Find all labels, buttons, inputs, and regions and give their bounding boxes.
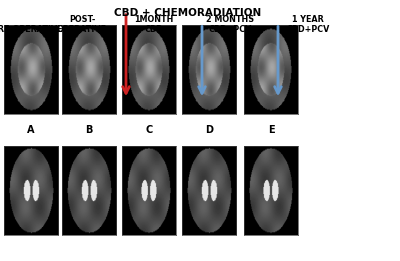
Text: A: A: [27, 125, 35, 135]
Text: E: E: [268, 125, 274, 135]
Text: 1 YEAR
CBD+PCV: 1 YEAR CBD+PCV: [286, 15, 330, 34]
Text: 1MONTH
CBD: 1MONTH CBD: [134, 15, 174, 34]
Text: POST-
OPERATIVE: POST- OPERATIVE: [57, 15, 107, 34]
Text: C: C: [145, 125, 153, 135]
Text: 2 MONTHS
CBD+PCV: 2 MONTHS CBD+PCV: [206, 15, 254, 34]
Text: PRE-OPERATIVE: PRE-OPERATIVE: [0, 25, 63, 34]
Text: B: B: [85, 125, 93, 135]
Text: D: D: [205, 125, 213, 135]
Text: CBD + CHEMORADIATION: CBD + CHEMORADIATION: [114, 8, 262, 18]
